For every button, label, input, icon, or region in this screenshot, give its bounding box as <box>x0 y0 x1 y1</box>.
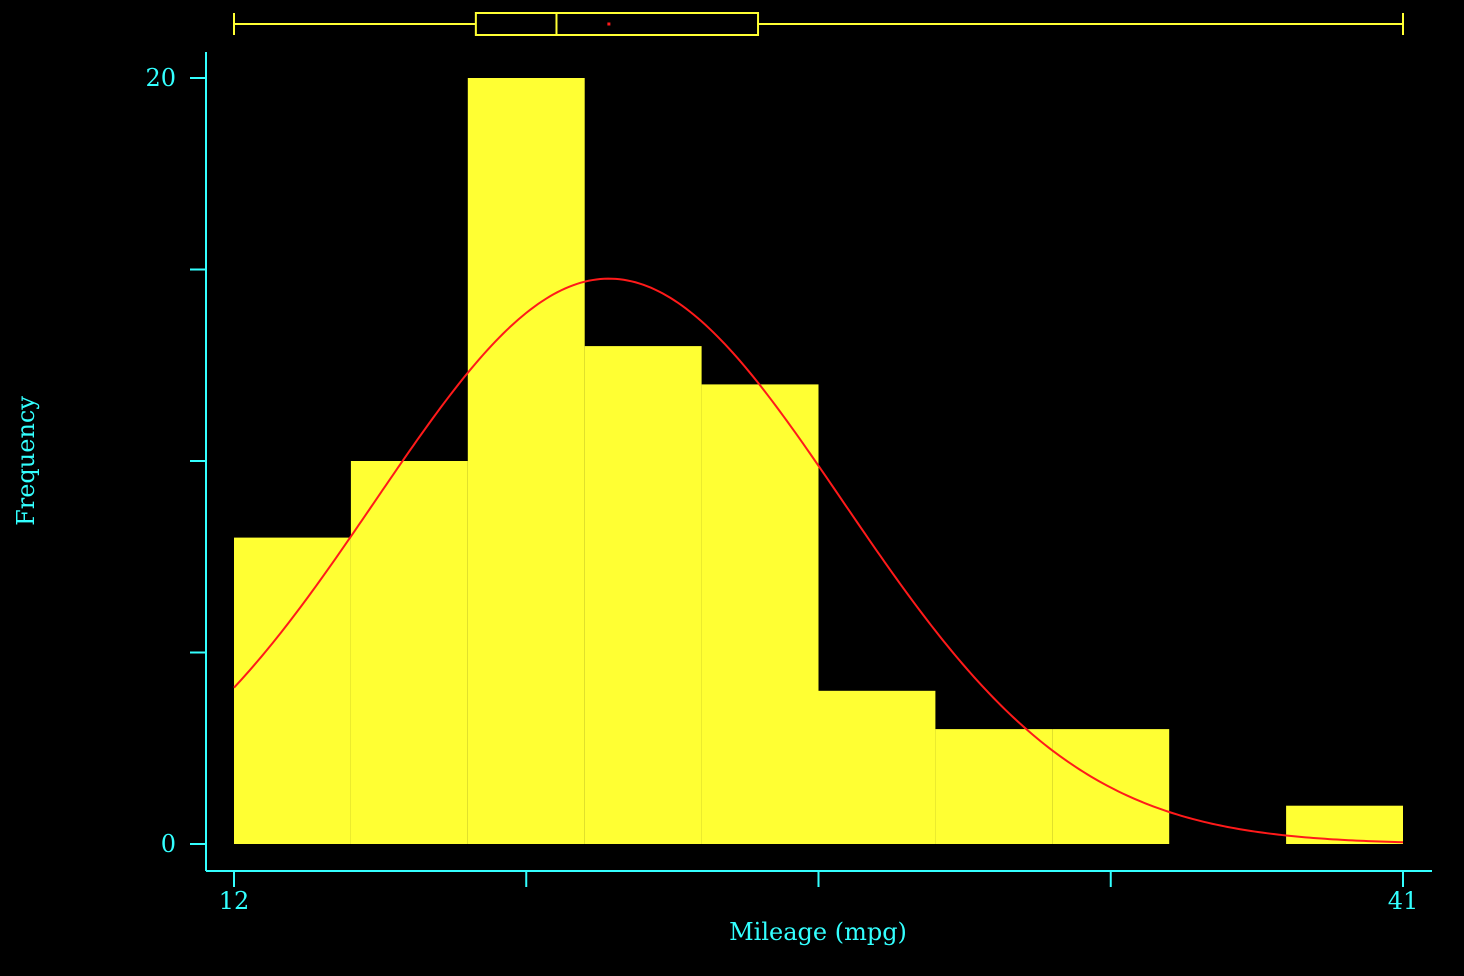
histogram-bar-7 <box>935 729 1053 844</box>
y-axis-title: Frequency <box>12 396 40 526</box>
histogram-bar-1 <box>234 537 351 844</box>
histogram-bar-3 <box>467 78 585 844</box>
x-axis-title: Mileage (mpg) <box>729 918 907 946</box>
y-tick-label-20: 20 <box>145 64 176 92</box>
histogram-bars <box>234 78 1403 844</box>
axis-ticks: 0 20 12 41 <box>145 64 1418 915</box>
boxplot <box>233 12 1404 36</box>
normal-curve-line <box>233 277 1404 844</box>
x-tick-label-0: 12 <box>219 887 250 915</box>
x-tick-label-4: 41 <box>1388 887 1419 915</box>
histogram-bar-2 <box>350 461 468 844</box>
boxplot-box <box>474 12 760 36</box>
histogram-bar-5 <box>701 384 819 844</box>
boxplot-mean-marker <box>607 22 611 26</box>
histogram-bar-6 <box>818 690 936 844</box>
normal-density-curve <box>233 277 1404 844</box>
histogram-bar-4 <box>584 346 702 844</box>
histogram-bar-10 <box>1286 805 1403 844</box>
y-tick-label-0: 0 <box>161 830 176 858</box>
